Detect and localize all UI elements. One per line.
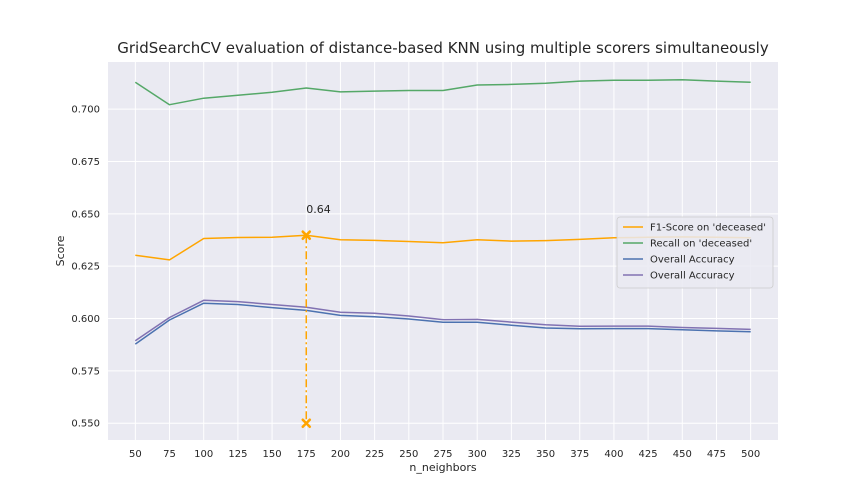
x-tick-label: 375 xyxy=(570,449,589,460)
x-tick-label: 300 xyxy=(468,449,487,460)
x-tick-label: 200 xyxy=(331,449,350,460)
x-tick-label: 325 xyxy=(502,449,521,460)
x-tick-label: 400 xyxy=(604,449,623,460)
chart-title: GridSearchCV evaluation of distance-base… xyxy=(117,39,769,57)
x-tick-label: 350 xyxy=(536,449,555,460)
x-tick-label: 125 xyxy=(228,449,247,460)
x-tick-label: 100 xyxy=(194,449,213,460)
legend-label: Overall Accuracy xyxy=(650,271,735,282)
legend-label: F1-Score on 'deceased' xyxy=(650,223,766,234)
x-axis-ticks: 50 75 100 125 150 175 200 225 250 275 300 325 350 375… xyxy=(129,449,760,460)
y-tick-label: 0.675 xyxy=(71,157,100,168)
x-marker-stroke xyxy=(301,230,312,240)
series-line-4 xyxy=(134,299,751,342)
legend-box xyxy=(616,216,774,289)
y-axis-label: Score xyxy=(54,235,67,266)
annotation-label: 0.64 xyxy=(306,203,331,216)
y-tick-label: 0.550 xyxy=(71,419,100,430)
series-lines xyxy=(134,79,751,345)
legend-label: Overall Accuracy xyxy=(650,255,735,266)
x-marker xyxy=(301,230,312,240)
legend: F1-Score on 'deceased' Recall on 'decease… xyxy=(616,216,774,289)
series-line-2 xyxy=(134,79,751,106)
x-tick-label: 175 xyxy=(297,449,316,460)
x-tick-label: 50 xyxy=(129,449,142,460)
x-marker xyxy=(301,418,312,429)
x-axis-label: n_neighbors xyxy=(409,461,476,474)
legend-label: Recall on 'deceased' xyxy=(650,239,752,250)
x-tick-label: 150 xyxy=(263,449,282,460)
series-line-3 xyxy=(134,302,751,345)
x-tick-label: 450 xyxy=(673,449,692,460)
grid-lines xyxy=(108,62,778,440)
x-marker-stroke xyxy=(301,418,312,429)
y-tick-label: 0.700 xyxy=(71,105,100,116)
x-tick-label: 475 xyxy=(707,449,726,460)
x-tick-label: 275 xyxy=(433,449,452,460)
y-tick-label: 0.575 xyxy=(71,366,100,377)
x-tick-label: 500 xyxy=(741,449,760,460)
x-tick-label: 225 xyxy=(365,449,384,460)
y-tick-label: 0.625 xyxy=(71,262,100,273)
y-tick-label: 0.600 xyxy=(71,314,100,325)
y-axis-ticks: 0.550 0.575 0.600 0.625 0.650 0.675 0.700 xyxy=(71,105,100,430)
x-tick-label: 75 xyxy=(163,449,176,460)
x-tick-label: 250 xyxy=(399,449,418,460)
x-tick-label: 425 xyxy=(639,449,658,460)
annotation: 0.64 xyxy=(301,203,331,429)
y-tick-label: 0.650 xyxy=(71,209,100,220)
